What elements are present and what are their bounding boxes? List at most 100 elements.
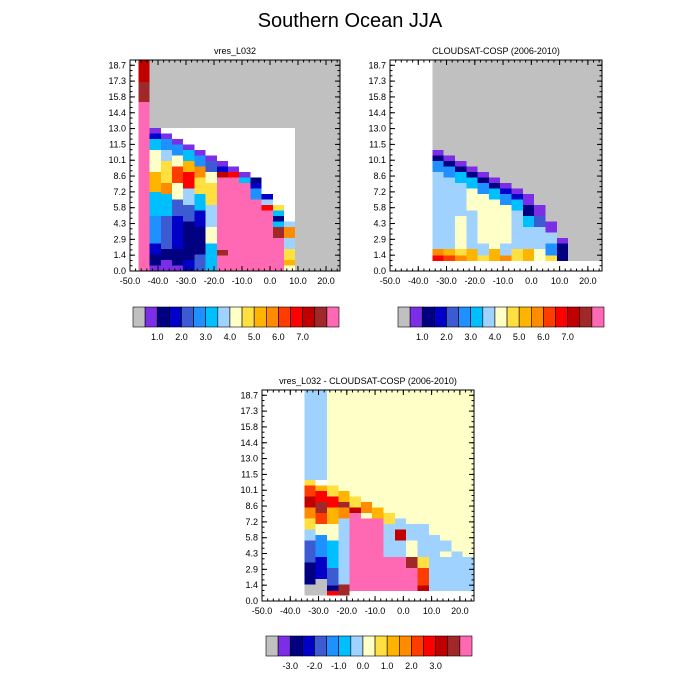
y-tick-label: 8.6 — [113, 171, 126, 181]
heatmap-cell — [160, 139, 172, 151]
heatmap-cell — [160, 150, 172, 162]
colorbar-label: 6.0 — [272, 332, 285, 342]
heatmap-cell — [451, 551, 463, 563]
heatmap-cell — [304, 390, 328, 481]
heatmap-cell — [315, 485, 328, 492]
heatmap-cell — [272, 238, 284, 271]
x-tick-label: -40.0 — [408, 276, 429, 286]
heatmap-cell — [443, 161, 456, 167]
x-tick-label: -20.0 — [204, 276, 225, 286]
heatmap-cell — [500, 183, 512, 189]
y-tick-label: 15.8 — [240, 422, 258, 432]
x-tick-label: 20.0 — [451, 606, 469, 616]
heatmap-cell — [327, 585, 339, 592]
x-tick-label: -30.0 — [436, 276, 457, 286]
heatmap-cell — [172, 249, 184, 266]
heatmap-cell — [284, 265, 296, 271]
heatmap-cell — [383, 513, 395, 525]
heatmap-cell — [522, 249, 535, 262]
heatmap-cell — [295, 218, 307, 228]
colorbar-swatch — [482, 306, 496, 328]
heatmap-cell — [183, 260, 195, 271]
heatmap-cell — [149, 172, 161, 192]
heatmap-cell — [272, 210, 284, 217]
x-tick-label: -30.0 — [308, 606, 329, 616]
y-tick-label: 5.8 — [113, 203, 126, 213]
heatmap-cell — [315, 524, 328, 536]
colorbar-swatch — [470, 306, 484, 328]
colorbar-swatch — [314, 635, 327, 657]
heatmap-cell — [304, 496, 316, 508]
heatmap-cell — [205, 172, 217, 184]
heatmap-cell — [428, 557, 441, 574]
heatmap-cell — [149, 128, 161, 134]
heatmap-cell — [295, 60, 307, 219]
heatmap-cell — [160, 260, 172, 271]
colorbar-swatch — [518, 306, 532, 328]
y-tick-label: 10.1 — [368, 155, 386, 165]
heatmap-cell — [417, 585, 429, 592]
heatmap-cell — [327, 540, 339, 569]
heatmap-cells — [432, 60, 602, 262]
heatmap-cell — [556, 238, 569, 244]
heatmap-cell — [172, 144, 184, 156]
heatmap-cell — [455, 249, 467, 256]
colorbar-swatch — [543, 306, 556, 328]
panel-2: CLOUDSAT-COSP (2006-2010) -50.0 -40.0 -30.0… — [368, 46, 603, 286]
colorbar-swatch — [421, 306, 435, 328]
heatmap-cell — [315, 557, 328, 580]
heatmap-cell — [315, 535, 328, 558]
colorbar-swatch — [350, 635, 364, 657]
colorbar-swatch — [567, 306, 581, 328]
heatmap-cell — [394, 529, 407, 541]
colorbar-swatch — [265, 306, 279, 328]
y-tick-label: 15.8 — [108, 92, 126, 102]
heatmap-cell — [172, 216, 184, 250]
heatmap-cell — [338, 491, 350, 503]
colorbar-swatch — [241, 306, 255, 328]
heatmap-cell — [500, 205, 512, 244]
colorbar-swatch — [181, 306, 194, 328]
y-tick-label: 13.0 — [240, 454, 258, 464]
y-tick-label: 1.4 — [373, 250, 386, 260]
panel-3: vres_L032 - CLOUDSAT-COSP (2006-2010) -50… — [240, 376, 475, 616]
heatmap-cell — [522, 216, 535, 228]
colorbar-label: 5.0 — [248, 332, 261, 342]
colorbar-swatch — [169, 306, 182, 328]
colorbar-swatch — [386, 635, 400, 657]
heatmap-cell — [160, 249, 172, 261]
heatmap-cell — [304, 562, 316, 585]
heatmap-cell — [272, 221, 284, 228]
colorbar-swatch — [494, 306, 508, 328]
colorbar-label: 2.0 — [440, 332, 453, 342]
y-tick-label: 14.4 — [368, 108, 386, 118]
colorbar-swatch — [326, 306, 340, 328]
heatmap-cell — [138, 60, 150, 82]
colorbar-swatch — [290, 306, 303, 328]
y-tick-label: 5.8 — [373, 203, 386, 213]
heatmap-cell — [477, 194, 489, 244]
heatmap-cell — [261, 210, 273, 271]
heatmap-cell — [455, 216, 467, 250]
heatmap-cell — [149, 243, 161, 255]
y-tick-label: 11.5 — [109, 139, 126, 149]
heatmap-cell — [272, 227, 284, 239]
heatmap-cell — [284, 260, 296, 266]
heatmap-cell — [250, 188, 262, 200]
y-tick-label: 2.9 — [373, 234, 386, 244]
heatmap-cell — [443, 177, 456, 250]
y-tick-label: 10.1 — [240, 485, 258, 495]
heatmap-cell — [194, 166, 206, 178]
heatmap-cell — [500, 188, 512, 195]
x-tick-label: -40.0 — [280, 606, 301, 616]
heatmap-cell — [338, 584, 350, 596]
heatmap-cell — [172, 183, 184, 200]
y-tick-label: 15.8 — [368, 92, 386, 102]
colorbar-swatch — [579, 306, 593, 328]
colorbar-label: 3.0 — [464, 332, 477, 342]
heatmap-cell — [432, 155, 444, 162]
heatmap-cell — [534, 249, 546, 262]
colorbar-swatch — [374, 635, 388, 657]
heatmap-cell — [455, 161, 467, 167]
